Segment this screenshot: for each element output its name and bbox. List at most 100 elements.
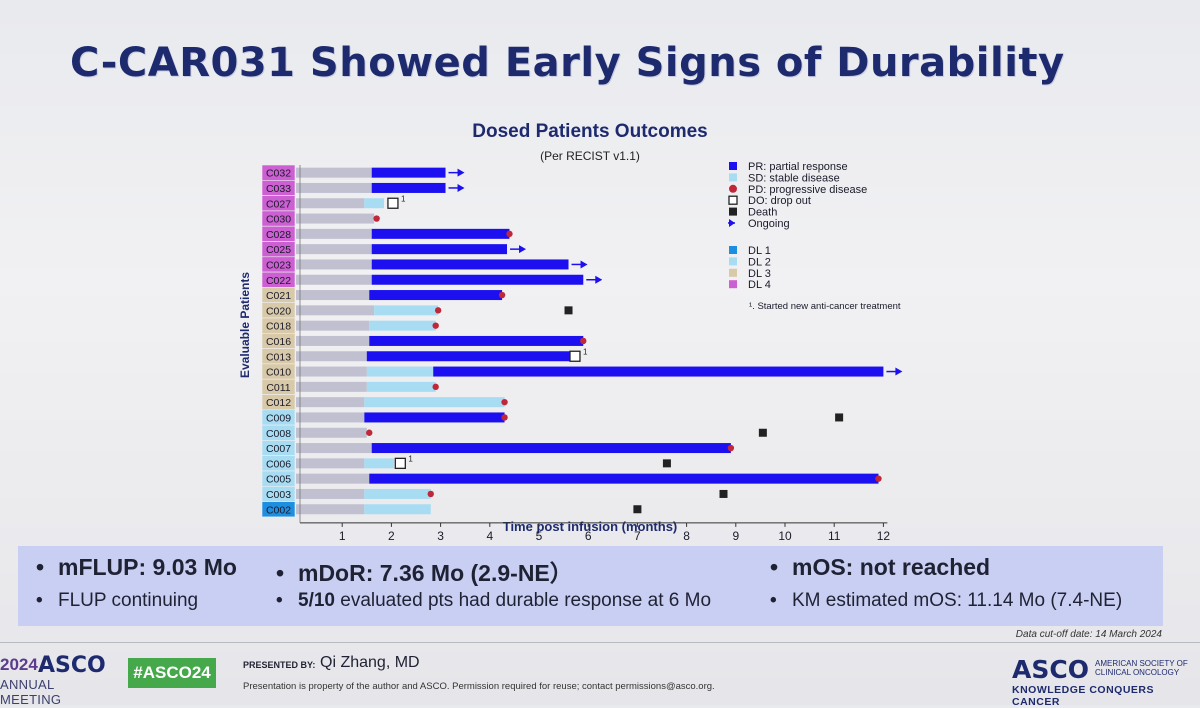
sd-bar bbox=[364, 504, 431, 515]
legend-item-ongoing: Ongoing bbox=[728, 218, 790, 230]
swimmer-chart: Dosed Patients Outcomes (Per RECIST v1.1… bbox=[238, 121, 903, 543]
patient-row-C002: C002 bbox=[261, 501, 642, 518]
chart-subtitle: (Per RECIST v1.1) bbox=[540, 149, 640, 163]
property-notice: Presentation is property of the author a… bbox=[243, 681, 715, 692]
pd-marker bbox=[875, 475, 882, 482]
x-tick-label: 1 bbox=[339, 529, 346, 543]
legend-label: DL 3 bbox=[748, 268, 771, 280]
baseline-bar bbox=[296, 274, 372, 285]
pr-bar bbox=[371, 259, 569, 270]
patient-row-C022: C022 bbox=[261, 271, 603, 288]
society-name: AMERICAN SOCIETY OF CLINICAL ONCOLOGY bbox=[1095, 659, 1188, 677]
baseline-bar bbox=[296, 182, 372, 193]
patient-row-C016: C016 bbox=[261, 332, 587, 349]
baseline-bar bbox=[296, 320, 370, 331]
sd-bar bbox=[364, 488, 431, 499]
x-tick-label: 10 bbox=[778, 529, 792, 543]
dropout-marker bbox=[569, 350, 581, 362]
patient-id-label: C032 bbox=[266, 168, 291, 180]
legend-item-dl2: DL 2 bbox=[729, 256, 771, 268]
patient-row-C020: C020 bbox=[261, 302, 573, 319]
patient-id-label: C023 bbox=[266, 259, 291, 271]
legend-swatch bbox=[728, 195, 738, 205]
patient-row-C011: C011 bbox=[261, 378, 439, 395]
pr-bar bbox=[433, 366, 884, 377]
patient-id-label: C016 bbox=[266, 336, 291, 348]
pd-marker bbox=[727, 444, 735, 452]
legend-swatch bbox=[729, 173, 737, 182]
x-tick-label: 4 bbox=[486, 529, 493, 543]
legend-label: DL 2 bbox=[748, 256, 771, 268]
hashtag-badge: #ASCO24 bbox=[128, 658, 216, 688]
pd-marker bbox=[506, 230, 513, 238]
patient-id-label: C012 bbox=[266, 397, 291, 409]
x-tick-label: 2 bbox=[388, 529, 395, 543]
patient-row-C006: C006 1 bbox=[261, 454, 671, 472]
footnote-marker: 1 bbox=[401, 194, 406, 203]
legend-label: SD: stable disease bbox=[748, 172, 840, 184]
baseline-bar bbox=[296, 290, 370, 301]
patient-id-label: C030 bbox=[266, 214, 291, 226]
pr-bar bbox=[371, 244, 508, 255]
pd-marker bbox=[501, 414, 508, 421]
legend-swatch bbox=[729, 162, 737, 170]
legend-label: DO: drop out bbox=[748, 195, 811, 207]
baseline-bar bbox=[296, 351, 367, 362]
legend-item-pd: PD: progressive disease bbox=[729, 184, 867, 196]
ongoing-arrow-icon bbox=[457, 183, 465, 192]
patient-row-C023: C023 bbox=[261, 256, 588, 273]
data-cutoff-date: Data cut-off date: 14 March 2024 bbox=[1015, 629, 1162, 640]
pd-marker bbox=[432, 383, 439, 391]
sd-bar bbox=[366, 381, 436, 392]
pd-marker bbox=[498, 291, 506, 299]
baseline-bar bbox=[296, 504, 365, 515]
flup-note: • FLUP continuing bbox=[36, 590, 199, 611]
patient-row-C030: C030 bbox=[261, 210, 380, 227]
footnote-marker: 1 bbox=[583, 347, 588, 356]
patient-id-label: C020 bbox=[266, 305, 291, 317]
presented-by-label: PRESENTED BY: bbox=[243, 660, 316, 670]
pr-bar bbox=[366, 351, 571, 362]
chart-title: Dosed Patients Outcomes bbox=[472, 121, 707, 142]
mos-stat: • mOS: not reached bbox=[770, 554, 991, 580]
pr-bar bbox=[369, 290, 503, 301]
ongoing-arrow-icon bbox=[595, 275, 603, 284]
legend-label: Ongoing bbox=[748, 218, 790, 230]
society-tagline: KNOWLEDGE CONQUERS CANCER bbox=[1012, 684, 1155, 708]
patient-id-label: C013 bbox=[266, 351, 291, 363]
summary-panel: • mFLUP: 9.03 Mo • FLUP continuing • mDoR: … bbox=[18, 546, 1163, 626]
km-mos-note: • KM estimated mOS: 11.14 Mo (7.4-NE) bbox=[770, 590, 1123, 611]
baseline-bar bbox=[296, 458, 365, 469]
mdor-stat: • mDoR: 7.36 Mo (2.9-NE） bbox=[276, 560, 573, 586]
pd-marker bbox=[366, 429, 373, 436]
swimmer-chart-svg: Dosed Patients Outcomes (Per RECIST v1.1… bbox=[238, 121, 903, 543]
x-tick-label: 3 bbox=[437, 529, 444, 543]
death-marker bbox=[758, 428, 767, 437]
patient-row-C018: C018 bbox=[261, 317, 439, 334]
x-tick-label: 5 bbox=[536, 529, 543, 543]
baseline-bar bbox=[296, 397, 365, 408]
patient-row-C012: C012 bbox=[261, 394, 508, 411]
pd-marker bbox=[432, 322, 439, 329]
legend-footnote: ¹. Started new anti-cancer treatment bbox=[749, 301, 901, 312]
y-axis-label: Evaluable Patients bbox=[238, 272, 252, 378]
asco-logo-text: ASCO bbox=[1012, 655, 1089, 684]
death-marker bbox=[662, 459, 671, 468]
baseline-bar bbox=[296, 366, 367, 377]
patient-row-C027: C027 1 bbox=[261, 194, 406, 212]
baseline-bar bbox=[296, 259, 372, 270]
sd-bar bbox=[374, 305, 439, 316]
pd-marker bbox=[434, 307, 442, 314]
baseline-bar bbox=[296, 488, 365, 499]
patient-id-label: C009 bbox=[266, 412, 291, 424]
patient-id-label: C033 bbox=[266, 183, 291, 195]
legend-swatch bbox=[729, 207, 737, 216]
patient-id-label: C003 bbox=[266, 489, 291, 501]
asco-annual-meeting-logo: 2024 ASCO ANNUAL MEETING bbox=[0, 653, 110, 707]
baseline-bar bbox=[296, 473, 370, 484]
patient-id-label: C010 bbox=[266, 367, 291, 379]
legend-label: DL 1 bbox=[748, 245, 771, 257]
slide-title: C-CAR031 Showed Early Signs of Durabilit… bbox=[70, 40, 1065, 86]
dropout-marker bbox=[394, 457, 406, 470]
legend-item-dl4: DL 4 bbox=[729, 279, 771, 291]
